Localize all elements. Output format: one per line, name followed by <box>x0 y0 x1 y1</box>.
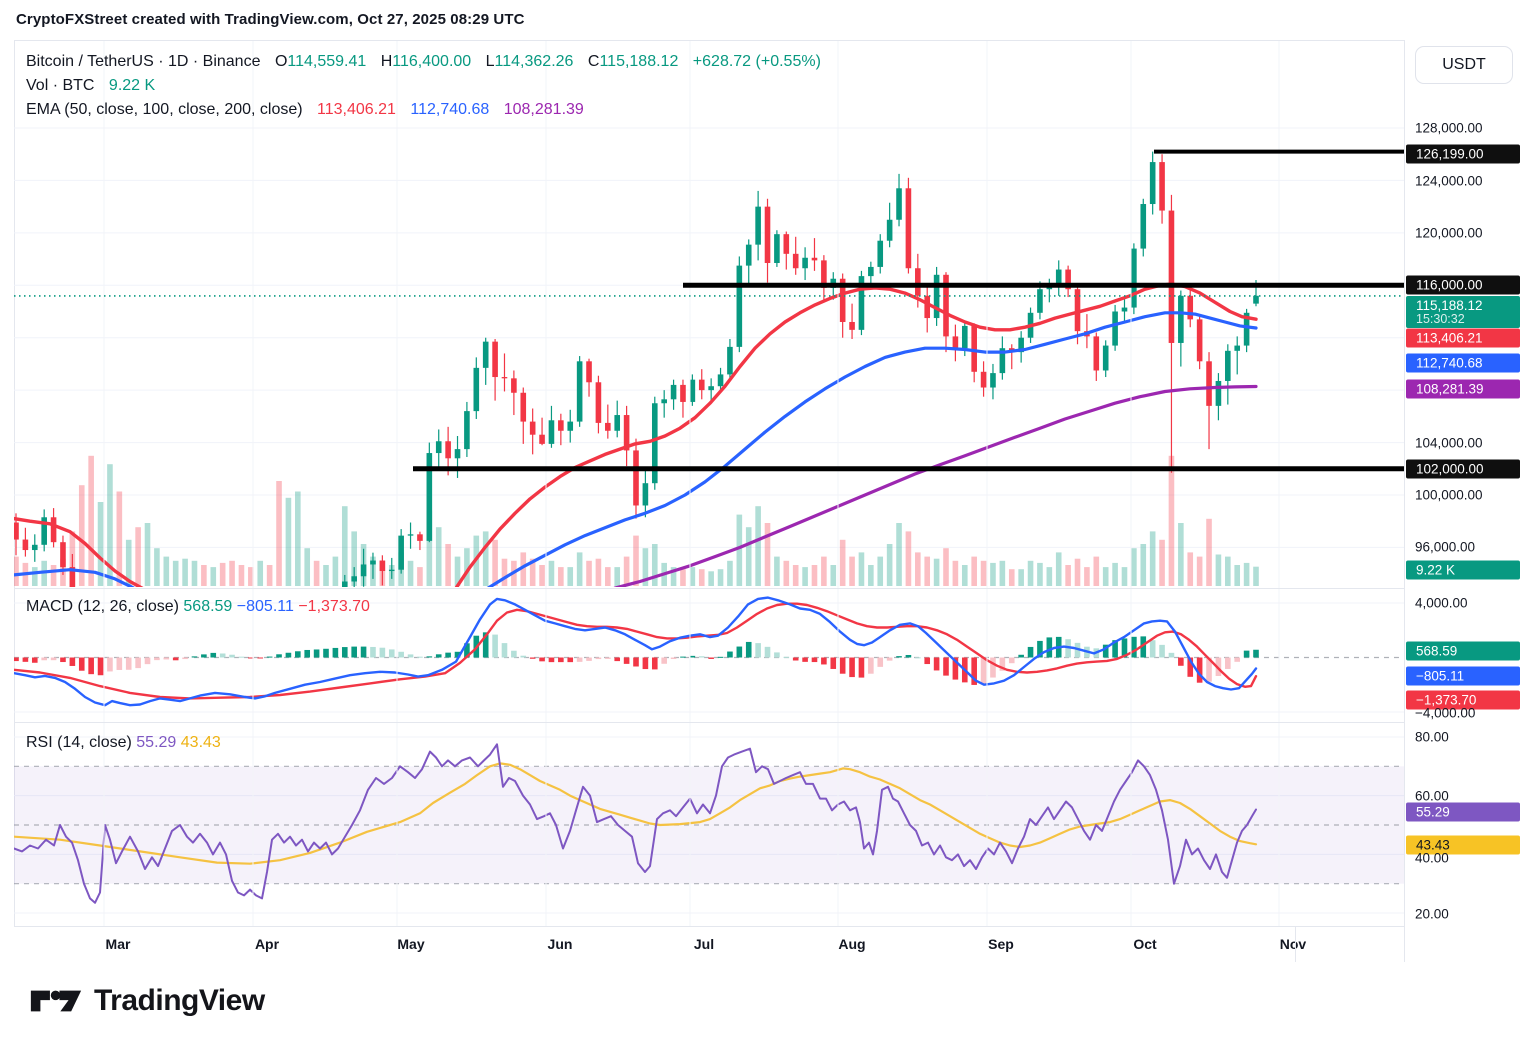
change-value: +628.72 (+0.55%) <box>692 53 821 70</box>
panel-separator-macd[interactable] <box>14 588 1405 589</box>
panel-separator-rsi[interactable] <box>14 722 1405 723</box>
axis-label: 20.00 <box>1415 906 1449 922</box>
legend-volume-row[interactable]: Vol · BTC 9.22 K <box>26 74 821 98</box>
macd-hist-value: 568.59 <box>183 598 233 615</box>
axis-label: 120,000.00 <box>1415 225 1483 241</box>
axis-label: 104,000.00 <box>1415 435 1483 451</box>
time-axis-label: Nov <box>1279 936 1307 952</box>
rsi-ma-value: 43.43 <box>180 734 221 751</box>
macd-legend[interactable]: MACD (12, 26, close) 568.59 −805.11 −1,3… <box>26 598 370 616</box>
price-axis[interactable]: USDT 128,000.00 126,199.00 124,000.00 120,0… <box>1405 40 1522 962</box>
axis-label: 80.00 <box>1415 729 1449 745</box>
rsi-line-value: 55.29 <box>136 734 177 751</box>
axis-label: 9.22 K <box>1406 560 1520 580</box>
open-value: 114,559.41 <box>287 53 367 70</box>
macd-signal-value: −1,373.70 <box>298 598 370 615</box>
rsi-label: RSI (14, close) <box>26 734 132 751</box>
chart-legend: Bitcoin / TetherUS · 1D · Binance O114,5… <box>26 50 821 122</box>
ema-label: EMA (50, close, 100, close, 200, close) <box>26 101 303 118</box>
volume-value: 9.22 K <box>108 77 156 94</box>
ema50-value: 113,406.21 <box>317 101 396 118</box>
time-axis-label: Oct <box>1133 936 1157 952</box>
time-axis-label: Apr <box>254 936 280 952</box>
high-label: H <box>380 53 393 70</box>
axis-label: 116,000.00 <box>1406 275 1520 295</box>
axis-label: 128,000.00 <box>1415 120 1483 136</box>
high-value: 116,400.00 <box>392 53 472 70</box>
ema100-value: 112,740.68 <box>410 101 490 118</box>
axis-label: −1,373.70 <box>1406 690 1520 710</box>
time-axis-label: Aug <box>838 936 866 952</box>
macd-line-value: −805.11 <box>236 598 294 615</box>
low-label: L <box>485 53 495 70</box>
legend-ema-row[interactable]: EMA (50, close, 100, close, 200, close) … <box>26 98 821 122</box>
currency-toggle-button[interactable]: USDT <box>1415 46 1513 84</box>
axis-label: 112,740.68 <box>1406 353 1520 373</box>
axis-label: −4,000.00 <box>1415 705 1476 721</box>
open-label: O <box>274 53 288 70</box>
axis-label: 124,000.00 <box>1415 173 1483 189</box>
time-axis-label: Jul <box>693 936 715 952</box>
axis-label: 568.59 <box>1406 641 1520 661</box>
time-axis-label: Mar <box>105 936 131 952</box>
close-value: 115,188.12 <box>599 53 679 70</box>
axis-label: −805.11 <box>1406 666 1520 686</box>
axis-label: 126,199.00 <box>1406 144 1520 164</box>
axis-label: 115,188.12 15:30:32 <box>1406 296 1520 328</box>
legend-symbol-row[interactable]: Bitcoin / TetherUS · 1D · Binance O114,5… <box>26 50 821 74</box>
axis-label: 40.00 <box>1415 850 1449 866</box>
time-axis-label: Jun <box>547 936 573 952</box>
axis-label: 43.43 <box>1406 835 1520 855</box>
time-axis-label: Sep <box>988 936 1014 952</box>
time-axis[interactable]: Mar Apr May Jun Jul Aug Sep Oct Nov <box>14 926 1405 963</box>
tradingview-footer[interactable]: TradingView <box>30 984 265 1018</box>
axis-label: 55.29 <box>1406 802 1520 822</box>
time-axis-corner-separator <box>1295 926 1296 962</box>
ema200-value: 108,281.39 <box>503 101 584 118</box>
symbol-title[interactable]: Bitcoin / TetherUS · 1D · Binance <box>26 53 261 70</box>
time-axis-label: May <box>397 936 425 952</box>
tradingview-logo-text: TradingView <box>94 984 265 1017</box>
axis-separator <box>1404 40 1405 962</box>
axis-label: 113,406.21 <box>1406 328 1520 348</box>
axis-label: 96,000.00 <box>1415 539 1476 555</box>
attribution-text: CryptoFXStreet created with TradingView.… <box>16 11 525 28</box>
axis-label: 108,281.39 <box>1406 379 1520 399</box>
close-label: C <box>587 53 600 70</box>
axis-label: 4,000.00 <box>1415 595 1468 611</box>
low-value: 114,362.26 <box>494 53 574 70</box>
axis-label: 60.00 <box>1415 788 1449 804</box>
volume-label: Vol · BTC <box>26 77 95 94</box>
macd-label: MACD (12, 26, close) <box>26 598 179 615</box>
rsi-legend[interactable]: RSI (14, close) 55.29 43.43 <box>26 734 221 752</box>
axis-label: 102,000.00 <box>1406 459 1520 479</box>
tradingview-logo-icon <box>30 990 82 1012</box>
axis-label: 100,000.00 <box>1415 487 1483 503</box>
